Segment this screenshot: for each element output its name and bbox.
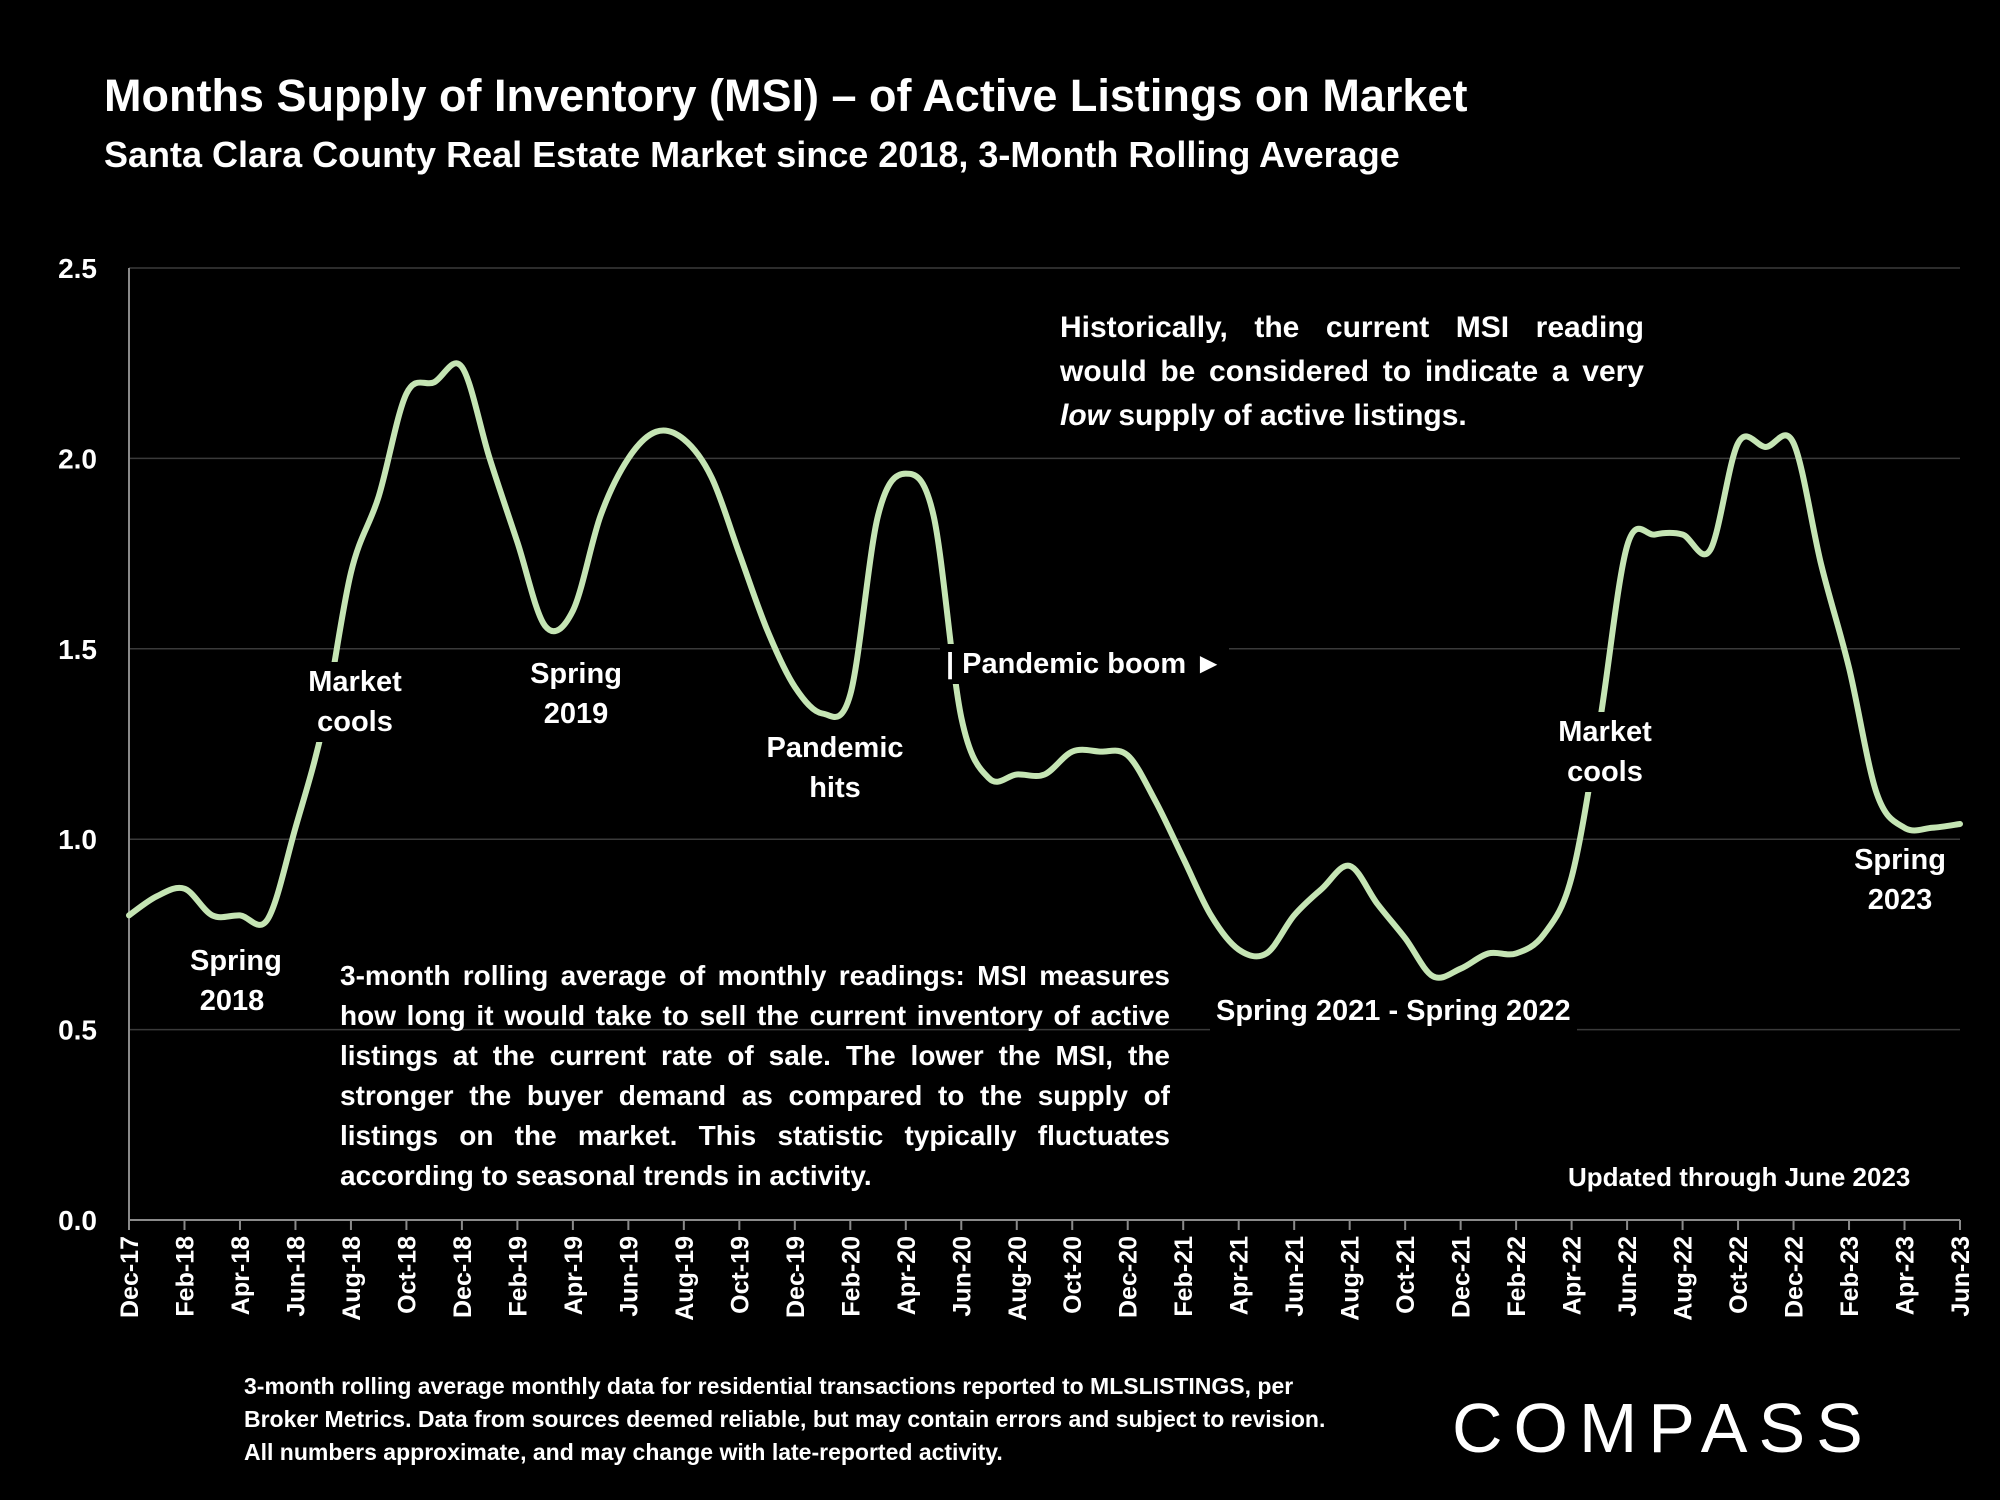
annotation-spring-2019: Spring 2019 <box>526 654 626 734</box>
x-tick-label: Feb-19 <box>504 1236 532 1317</box>
y-tick-label: 1.0 <box>58 824 97 855</box>
x-tick-label: Oct-18 <box>393 1236 421 1314</box>
annotation-line: 2023 <box>1867 884 1933 916</box>
annotation-line: cools <box>1567 756 1643 788</box>
y-tick-label: 1.5 <box>58 634 97 665</box>
x-tick-label: Aug-22 <box>1670 1236 1698 1321</box>
x-tick-label: Oct-22 <box>1725 1236 1753 1314</box>
historical-note: Historically, the current MSI reading wo… <box>1060 306 1644 438</box>
annotation-pandemic-boom: | Pandemic boom ► <box>940 644 1229 684</box>
annotation-line: Spring <box>530 658 622 690</box>
x-tick-label: Dec-18 <box>449 1236 477 1318</box>
x-tick-label: Aug-21 <box>1337 1236 1365 1321</box>
historical-note-text-2: supply of active listings. <box>1118 399 1467 432</box>
x-tick-label: Oct-21 <box>1392 1236 1420 1314</box>
annotation-line: hits <box>809 772 861 804</box>
y-tick-label: 2.5 <box>58 253 97 284</box>
axes <box>128 268 1961 1230</box>
annotation-spring-2023: Spring 2023 <box>1845 840 1955 920</box>
msi-series-line <box>126 360 1963 981</box>
msi-explanation: 3-month rolling average of monthly readi… <box>340 960 1170 1191</box>
annotation-line: Spring <box>1854 844 1946 876</box>
x-tick-label: Dec-17 <box>116 1236 144 1318</box>
x-tick-label: Aug-18 <box>338 1236 366 1321</box>
x-tick-label: Apr-22 <box>1559 1236 1587 1315</box>
y-tick-label: 2.0 <box>58 443 97 474</box>
x-tick-label: Dec-19 <box>782 1236 810 1318</box>
x-tick-label: Dec-22 <box>1781 1236 1809 1318</box>
x-tick-label: Feb-18 <box>171 1236 199 1317</box>
annotation-line: Spring <box>190 945 282 977</box>
x-tick-label: Jun-22 <box>1614 1236 1642 1317</box>
y-tick-label: 0.0 <box>58 1205 97 1236</box>
chart-title: Months Supply of Inventory (MSI) – of Ac… <box>104 70 1468 121</box>
x-tick-label: Oct-20 <box>1059 1236 1087 1314</box>
x-tick-label: Apr-18 <box>227 1236 255 1315</box>
x-tick-label: Apr-20 <box>893 1236 921 1315</box>
x-tick-label: Feb-22 <box>1503 1236 1531 1317</box>
x-tick-label: Apr-21 <box>1226 1236 1254 1315</box>
compass-logo: COMPASS <box>1452 1388 1874 1468</box>
chart-subtitle: Santa Clara County Real Estate Market si… <box>104 134 1400 175</box>
annotation-spring-2018: Spring 2018 <box>190 941 282 1021</box>
x-tick-label: Jun-18 <box>282 1236 310 1317</box>
annotation-line: Market <box>308 666 402 698</box>
x-tick-label: Dec-21 <box>1448 1236 1476 1318</box>
historical-note-text-1: Historically, the current MSI reading wo… <box>1060 311 1644 388</box>
x-tick-label: Feb-23 <box>1836 1236 1864 1317</box>
annotation-market-cools-2022: Market cools <box>1545 712 1665 792</box>
x-tick-labels: Dec-17 Feb-18 Apr-18 Jun-18 Aug-18 Oct-18 Dec-… <box>116 1236 1975 1321</box>
x-tick-label: Aug-20 <box>1004 1236 1032 1321</box>
x-tick-label: Feb-21 <box>1170 1236 1198 1317</box>
source-footnote: 3-month rolling average monthly data for… <box>244 1373 1326 1465</box>
y-tick-labels: 0.0 0.5 1.0 1.5 2.0 2.5 <box>58 253 97 1236</box>
historical-note-italic: low <box>1060 399 1110 432</box>
x-tick-label: Oct-19 <box>726 1236 754 1314</box>
x-tick-label: Feb-20 <box>837 1236 865 1317</box>
annotation-line: 2019 <box>543 698 609 730</box>
x-tick-label: Jun-20 <box>948 1236 976 1317</box>
compass-logo-text: COMPASS <box>1452 1389 1874 1467</box>
y-tick-label: 0.5 <box>58 1015 97 1046</box>
annotation-line: Market <box>1558 716 1652 748</box>
x-tick-label: Jun-23 <box>1947 1236 1975 1317</box>
annotation-market-cools-2018: Market cools <box>295 662 415 742</box>
x-tick-label: Jun-19 <box>615 1236 643 1317</box>
x-tick-label: Aug-19 <box>671 1236 699 1321</box>
annotation-line: Pandemic <box>766 732 904 764</box>
annotation-line: cools <box>317 706 393 738</box>
x-tick-label: Dec-20 <box>1115 1236 1143 1318</box>
annotation-line: 2018 <box>199 985 265 1017</box>
annotation-spring-2021-2022: Spring 2021 - Spring 2022 <box>1210 991 1577 1031</box>
x-tick-label: Apr-23 <box>1892 1236 1920 1315</box>
x-tick-label: Jun-21 <box>1281 1236 1309 1317</box>
annotation-pandemic-hits: Pandemic hits <box>760 728 910 808</box>
x-tick-label: Apr-19 <box>560 1236 588 1315</box>
updated-through: Updated through June 2023 <box>1568 1162 1911 1192</box>
